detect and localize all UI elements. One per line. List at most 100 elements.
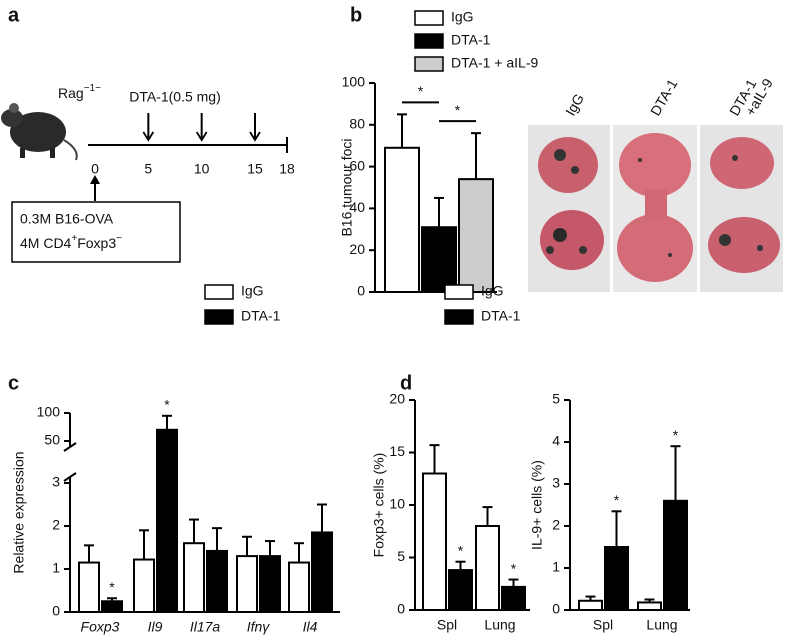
photo-label: DTA-1 [647,76,681,118]
bar [133,558,155,613]
timeline-label: 0 [91,161,99,177]
y-tick-label: 80 [349,116,365,132]
significance: * [458,542,464,558]
timeline-label: 10 [194,161,210,177]
y-tick-label: 1 [52,560,60,576]
x-tick-label: Ifnγ [247,619,271,635]
y-tick-label: 60 [349,157,365,173]
x-tick-label: Foxp3 [81,619,120,635]
bar [475,525,500,611]
host-label: Rag−1− [58,83,101,101]
y-tick-label: 5 [397,548,405,564]
y-tick-label: 5 [552,391,560,407]
bar [183,542,205,614]
y-tick-label: 1 [552,559,560,575]
legend-swatch [444,309,474,325]
y-tick-label: 20 [349,241,365,257]
arrow-head [249,131,261,142]
legend-swatch [204,309,234,325]
legend-label: DTA-1 [241,308,281,324]
y-tick-label: 0 [552,601,560,617]
y-tick-label: 4 [552,433,560,449]
significance: * [673,427,679,443]
panel-label: c [8,372,19,394]
bar [156,428,178,613]
legend-swatch [414,56,444,72]
y-axis-label: IL-9+ cells (%) [529,460,545,550]
mouse-icon [1,103,78,161]
legend-label: DTA-1 [451,32,491,48]
y-tick-label: 0 [357,283,365,299]
arrow-head [195,131,208,142]
photo-labels: IgG DTA-1 DTA-1+aIL-9 [562,75,776,118]
legend-label: IgG [241,283,264,299]
legend-label: IgG [451,9,474,25]
bar [663,499,688,611]
y-tick-label: 20 [389,391,405,407]
significance: * [511,560,517,576]
y-axis-label: Foxp3+ cells (%) [371,453,387,558]
cells-line: 4M CD4+Foxp3− [20,233,122,251]
timeline-label: 15 [247,161,263,177]
y-tick-label: 100 [342,74,366,90]
cells-line: 0.3M B16-OVA [20,211,114,227]
bar [422,472,447,611]
bar [311,531,333,614]
y-tick-label: 40 [349,199,365,215]
lung-photos [528,125,783,292]
treatment-label: DTA-1(0.5 mg) [129,89,221,105]
y-tick-label: 2 [552,517,560,533]
legend-label: DTA-1 [481,308,521,324]
comparison-label: * [455,102,461,118]
legend-swatch [414,33,444,49]
panel-label: b [350,4,362,26]
y-tick-label: 3 [52,474,60,490]
bar [578,599,603,612]
y-tick-label: 15 [389,443,405,459]
significance: * [614,492,620,508]
y-axis-label: Relative expression [11,451,27,573]
timeline-label: 5 [144,161,152,177]
y-tick-label: 0 [52,603,60,619]
y-tick-label: 0 [397,601,405,617]
y-tick-label: 3 [552,475,560,491]
timeline-label: 18 [279,161,295,177]
significance: * [164,397,170,413]
significance: * [109,579,115,595]
legend-swatch [414,10,444,26]
panel-label: a [8,4,20,26]
x-tick-label: Lung [646,617,677,633]
bar [637,601,662,612]
legend-swatch [204,284,234,300]
arrow-head [90,175,100,184]
x-tick-label: Il17a [190,619,221,635]
x-tick-label: Spl [593,617,613,633]
bar [421,226,457,294]
panel-label: d [400,372,412,394]
arrow-head [142,131,155,142]
timeline: 0 5 10 15 18 [88,113,295,201]
y-tick-label: 10 [389,496,405,512]
bar [501,585,526,612]
y-axis-label: B16 tumour foci [339,138,355,236]
photo-label: IgG [562,91,587,119]
legend-label: IgG [481,283,504,299]
bar [78,561,100,613]
x-tick-label: Il9 [148,619,163,635]
bar [448,569,473,611]
bar [101,600,123,613]
bar [206,549,228,614]
bar [384,146,420,293]
legend-label: DTA-1 + aIL-9 [451,55,538,71]
y-tick-label: 100 [37,404,61,420]
axis-break [63,472,77,482]
bar [259,555,281,613]
cells-box [11,201,181,263]
bar [604,546,629,611]
comparison-label: * [418,83,424,99]
axis-break [63,442,77,452]
y-tick-label: 2 [52,517,60,533]
y-tick-label: 50 [44,432,60,448]
legend-swatch [444,284,474,300]
